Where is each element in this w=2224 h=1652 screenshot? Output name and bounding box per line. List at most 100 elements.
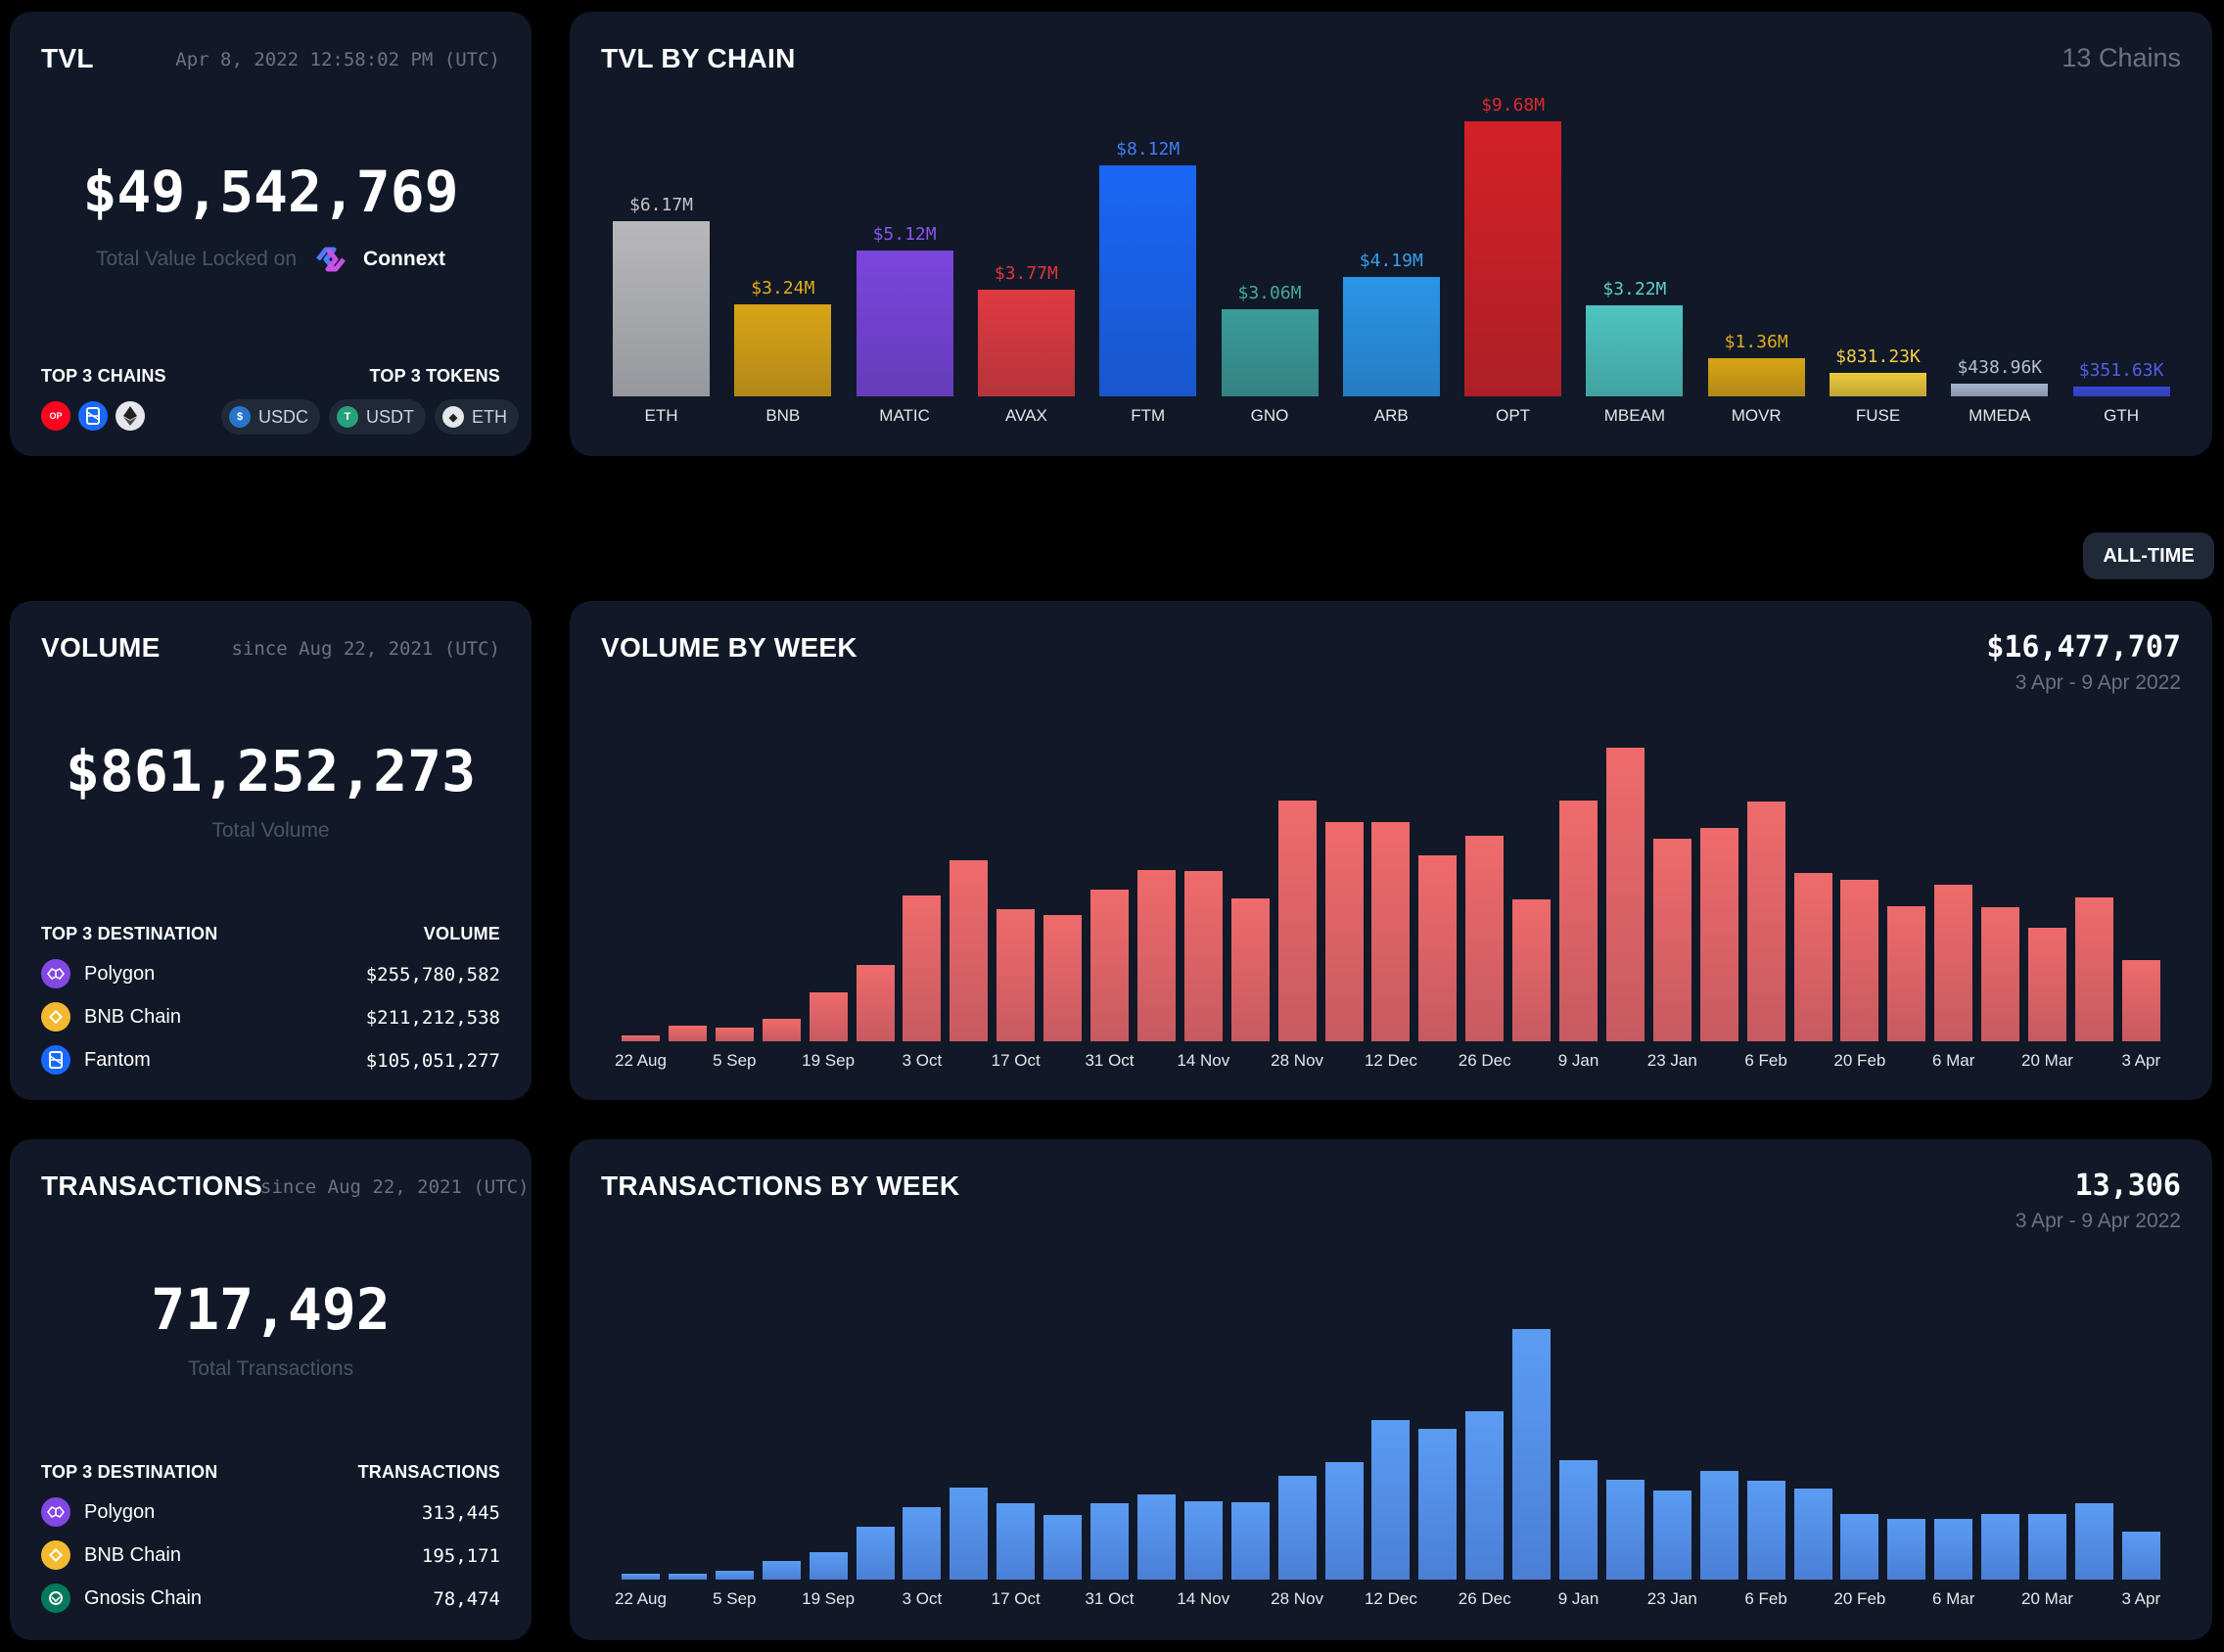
transactions-dest-name[interactable]: Gnosis Chain: [84, 1587, 203, 1609]
volume-week-bar[interactable]: [1793, 872, 1832, 1041]
volume-week-bar[interactable]: [1090, 890, 1129, 1041]
volume-week-bar[interactable]: [1277, 801, 1317, 1041]
tvl-bar[interactable]: [1342, 277, 1440, 396]
volume-dest-name[interactable]: BNB Chain: [84, 1006, 181, 1028]
tvl-bar[interactable]: [1951, 384, 2049, 396]
volume-week-bar[interactable]: [2028, 927, 2066, 1041]
volume-week-bar[interactable]: [1324, 821, 1364, 1041]
volume-week-bar[interactable]: [1605, 748, 1645, 1041]
tvl-bar-category-label: FTM: [1131, 406, 1166, 425]
volume-week-bar[interactable]: [1136, 869, 1176, 1041]
transactions-week-bar[interactable]: [809, 1551, 848, 1580]
volume-week-bar[interactable]: [1652, 839, 1691, 1041]
volume-week-bar[interactable]: [996, 909, 1036, 1041]
volume-week-bar[interactable]: [1934, 884, 1973, 1041]
volume-week-bar[interactable]: [1465, 836, 1505, 1041]
transactions-week-bar[interactable]: [622, 1573, 660, 1580]
transactions-week-bar[interactable]: [1230, 1502, 1270, 1580]
x-tick-label: 19 Sep: [802, 1589, 856, 1608]
transactions-week-bar[interactable]: [1652, 1491, 1691, 1580]
connext-brand[interactable]: Connext: [363, 248, 446, 270]
volume-week-bar[interactable]: [856, 964, 895, 1041]
volume-week-bar[interactable]: [1981, 907, 2020, 1041]
volume-week-bar[interactable]: [903, 895, 942, 1041]
transactions-week-bar[interactable]: [1746, 1481, 1785, 1580]
tvl-bar[interactable]: [1221, 309, 1319, 396]
token-chip-eth[interactable]: ◆ ETH: [435, 399, 519, 435]
transactions-dest-name[interactable]: Polygon: [84, 1501, 156, 1523]
transactions-week-bar[interactable]: [1934, 1518, 1973, 1580]
volume-week-bar[interactable]: [668, 1026, 707, 1041]
x-tick-label: 3 Oct: [902, 1051, 943, 1070]
transactions-week-bar[interactable]: [950, 1487, 989, 1580]
transactions-week-bar[interactable]: [1981, 1513, 2020, 1580]
transactions-week-bar[interactable]: [1277, 1475, 1317, 1580]
volume-week-bar[interactable]: [1840, 879, 1879, 1041]
tvl-bar[interactable]: [856, 251, 953, 396]
transactions-week-bar[interactable]: [1605, 1479, 1645, 1580]
tvl-bar[interactable]: [977, 289, 1075, 396]
volume-week-bar[interactable]: [1418, 854, 1458, 1041]
x-tick-label: 12 Dec: [1364, 1051, 1417, 1070]
transactions-week-bar[interactable]: [1371, 1420, 1411, 1580]
transactions-week-bar[interactable]: [1699, 1470, 1738, 1580]
volume-week-bar[interactable]: [1043, 914, 1083, 1041]
transactions-week-bar[interactable]: [2074, 1503, 2113, 1580]
volume-week-bar[interactable]: [950, 859, 989, 1041]
volume-week-bar[interactable]: [715, 1028, 754, 1041]
transactions-week-bar[interactable]: [1465, 1411, 1505, 1580]
volume-week-bar[interactable]: [1559, 801, 1598, 1041]
tvl-bar[interactable]: [1099, 165, 1197, 396]
token-chip-usdc[interactable]: $ USDC: [221, 399, 321, 435]
transactions-week-bar[interactable]: [903, 1507, 942, 1580]
volume-week-bar[interactable]: [1371, 821, 1411, 1041]
all-time-filter-button[interactable]: ALL-TIME: [2083, 532, 2214, 579]
volume-dest-name[interactable]: Fantom: [84, 1049, 151, 1071]
volume-week-bar[interactable]: [1183, 870, 1223, 1041]
transactions-dest-name[interactable]: BNB Chain: [84, 1544, 181, 1566]
transactions-week-bar[interactable]: [1090, 1503, 1129, 1580]
tvl-bar[interactable]: [1586, 304, 1684, 396]
tvl-bar[interactable]: [613, 220, 710, 396]
volume-week-bar[interactable]: [1887, 906, 1926, 1041]
volume-week-bar[interactable]: [1230, 897, 1270, 1041]
volume-week-bar[interactable]: [2121, 960, 2160, 1041]
transactions-week-bar[interactable]: [2121, 1531, 2160, 1580]
token-chip-usdt[interactable]: T USDT: [329, 399, 426, 435]
transactions-week-bar[interactable]: [996, 1503, 1036, 1580]
volume-since: since Aug 22, 2021 (UTC): [231, 638, 500, 660]
transactions-week-bar[interactable]: [1887, 1518, 1926, 1580]
tvl-bar[interactable]: [734, 303, 832, 396]
tvl-bar[interactable]: [1464, 121, 1562, 396]
optimism-icon[interactable]: OP: [41, 401, 70, 431]
fantom-icon[interactable]: [78, 401, 108, 431]
transactions-week-bar[interactable]: [1418, 1429, 1458, 1580]
volume-week-bar[interactable]: [1512, 898, 1552, 1041]
transactions-week-bar[interactable]: [668, 1573, 707, 1580]
tvl-bar[interactable]: [1707, 357, 1805, 396]
transactions-week-bar[interactable]: [1043, 1515, 1083, 1580]
volume-week-bar[interactable]: [1746, 802, 1785, 1041]
volume-week-bar[interactable]: [809, 992, 848, 1041]
x-tick-label: 3 Oct: [902, 1589, 943, 1608]
volume-week-bar[interactable]: [762, 1018, 801, 1041]
transactions-week-bar[interactable]: [1183, 1500, 1223, 1580]
transactions-week-bar[interactable]: [715, 1570, 754, 1580]
volume-week-bar[interactable]: [1699, 828, 1738, 1041]
transactions-week-bar[interactable]: [1324, 1461, 1364, 1580]
ethereum-icon[interactable]: [116, 401, 145, 431]
volume-week-bar[interactable]: [622, 1034, 660, 1041]
transactions-week-bar[interactable]: [762, 1561, 801, 1580]
volume-week-bar[interactable]: [2074, 896, 2113, 1041]
transactions-week-bar[interactable]: [1136, 1494, 1176, 1580]
transactions-week-bar[interactable]: [1793, 1488, 1832, 1580]
transactions-week-bar[interactable]: [856, 1526, 895, 1580]
volume-dest-name[interactable]: Polygon: [84, 963, 156, 985]
transactions-week-bar[interactable]: [1512, 1329, 1552, 1580]
transactions-week-bar[interactable]: [1559, 1460, 1598, 1580]
transactions-week-bar[interactable]: [2028, 1513, 2066, 1580]
transactions-week-bar[interactable]: [1840, 1513, 1879, 1580]
tvl-bar[interactable]: [2072, 386, 2170, 396]
transactions-dest-value: 195,171: [421, 1545, 500, 1567]
tvl-bar[interactable]: [1830, 372, 1926, 396]
